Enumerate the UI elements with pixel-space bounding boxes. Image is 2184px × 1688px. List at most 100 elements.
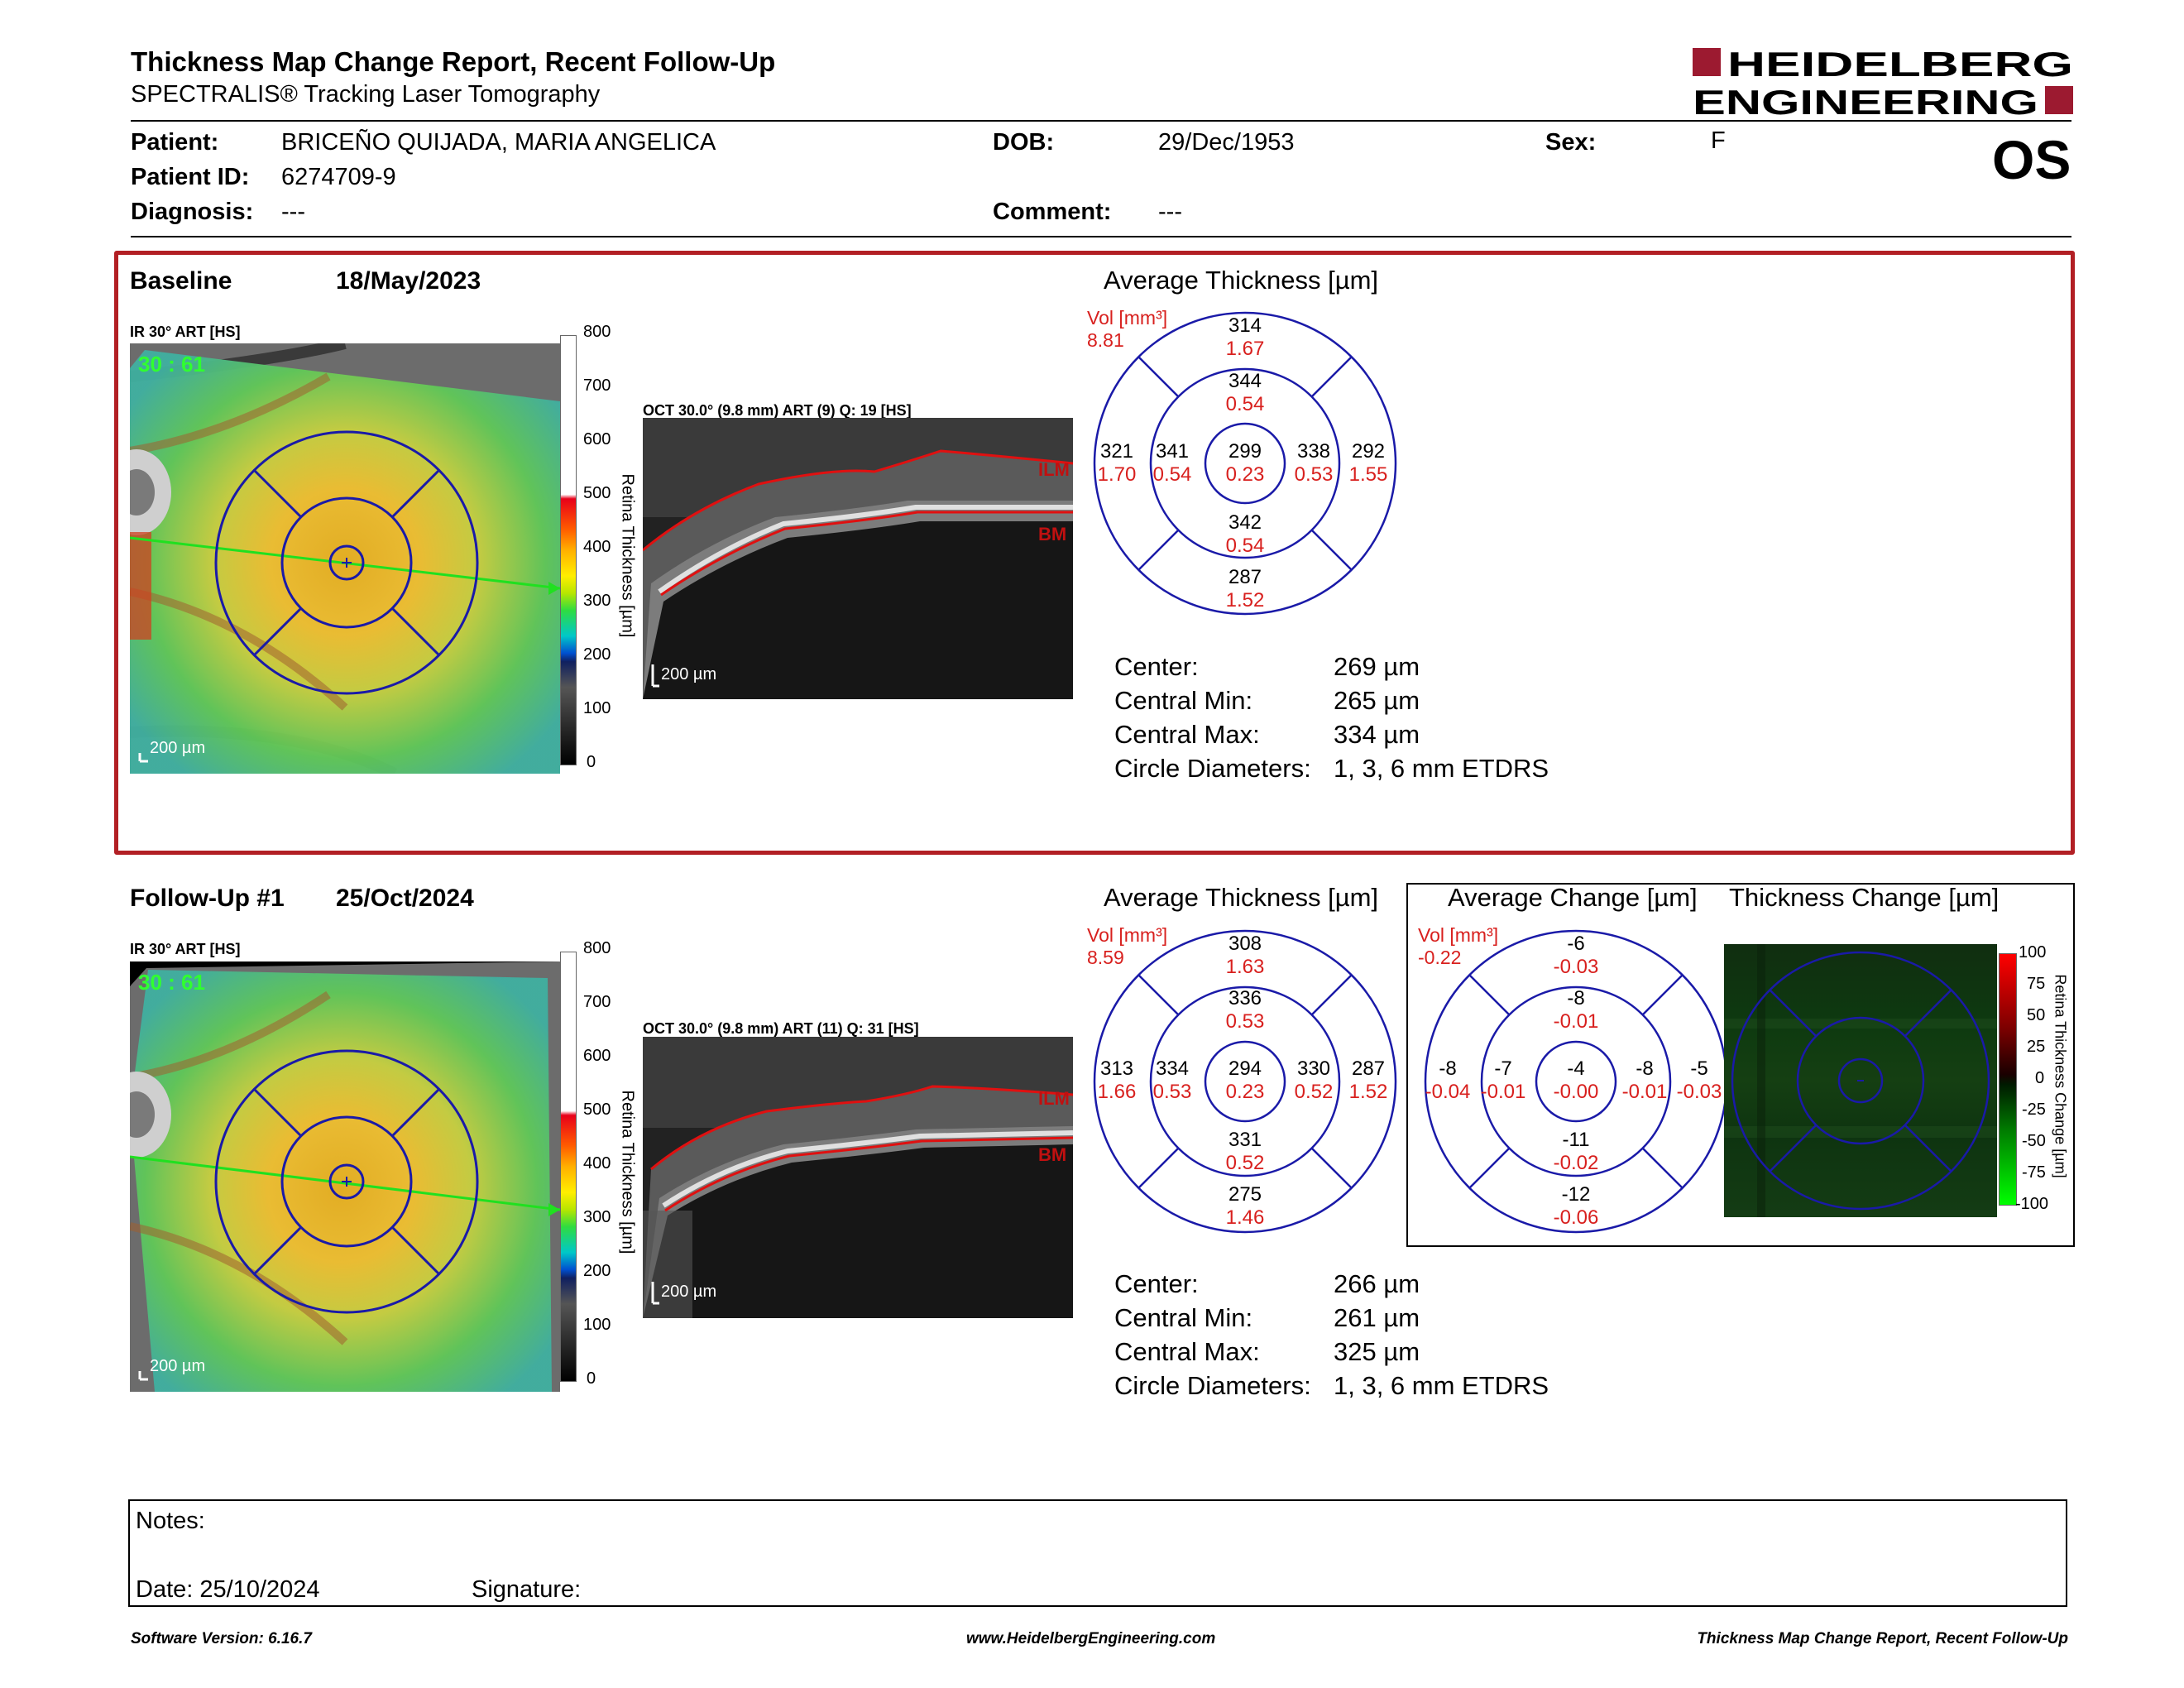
change-sector-outer-bottom: -12 -0.06 [1539, 1183, 1613, 1230]
baseline-sector-inner-left: 341 0.54 [1139, 440, 1205, 487]
volume-value: 0.23 [1225, 1081, 1265, 1103]
baseline-colorbar-title: Retina Thickness [µm] [618, 473, 637, 638]
thickness-value: 331 [1228, 1129, 1262, 1151]
followup-sector-inner-left: 334 0.53 [1139, 1057, 1205, 1104]
baseline-vol-block: Vol [mm³] 8.81 [1087, 307, 1167, 352]
baseline-oct-scale: 200 µm [661, 665, 716, 683]
change-vol-block: Vol [mm³] -0.22 [1418, 924, 1498, 969]
followup-etdrs-grid [1093, 929, 1397, 1234]
thickness-value: 321 [1099, 440, 1134, 463]
followup-oct-scan: ILM BM 200 µm [643, 1037, 1073, 1318]
followup-ir-label: IR 30° ART [HS] [130, 941, 241, 957]
thickness-value: 341 [1155, 440, 1190, 463]
baseline-sector-inner-top: 344 0.54 [1208, 370, 1282, 416]
tick: 0 [587, 753, 596, 771]
tick: -100 [2015, 1195, 2049, 1213]
change-panel [1406, 883, 2075, 1247]
tick: 700 [583, 376, 611, 395]
baseline-etdrs-grid [1093, 311, 1397, 616]
baseline-colorbar-ticks: 800 700 600 500 400 300 200 100 0 [583, 323, 616, 771]
volume-value: 1.52 [1225, 589, 1265, 611]
report-subtitle: SPECTRALIS® Tracking Laser Tomography [131, 81, 601, 108]
change-colorbar [1999, 953, 2017, 1206]
followup-sector-outer-right: 287 1.52 [1335, 1057, 1401, 1104]
sex-label: Sex: [1545, 129, 1597, 156]
followup-ilm-label: ILM [1038, 1088, 1070, 1109]
notes-box[interactable] [128, 1499, 2067, 1607]
tick: 200 [583, 1262, 611, 1280]
followup-fundus-map: 30 : 61 200 µm [130, 961, 560, 1392]
tick: 0 [587, 1369, 596, 1388]
thickness-value: 334 [1155, 1057, 1190, 1080]
baseline-vol-value: 8.81 [1087, 329, 1124, 351]
thickness-value: 314 [1228, 314, 1262, 337]
stat-label: Central Min: [1114, 686, 1253, 715]
volume-value: 0.52 [1225, 1152, 1265, 1174]
change-sector-outer-left: -8 -0.04 [1413, 1057, 1482, 1104]
followup-oct-scale: 200 µm [661, 1283, 716, 1301]
report-title: Thickness Map Change Report, Recent Foll… [131, 46, 776, 77]
thickness-value: -12 [1561, 1183, 1591, 1206]
stat-value: 261 µm [1334, 1303, 1420, 1332]
stat-label: Circle Diameters: [1114, 1371, 1311, 1400]
heidelberg-logo: HEIDELBERG ENGINEERING [1693, 45, 2073, 119]
volume-value: 0.53 [1152, 1081, 1192, 1103]
volume-value: 0.53 [1294, 463, 1334, 486]
footer-software-version: Software Version: 6.16.7 [131, 1630, 312, 1647]
volume-value: -0.03 [1676, 1081, 1722, 1103]
thickness-value: -8 [1439, 1057, 1457, 1080]
comment-label: Comment: [993, 199, 1112, 225]
change-colorbar-ticks: 100 75 50 25 0 -25 -50 -75 -100 [2015, 943, 2065, 1216]
baseline-oct-scan: ILM BM 200 µm [643, 418, 1073, 699]
baseline-bm-label: BM [1038, 524, 1066, 544]
followup-stats-values: 266 µm 261 µm 325 µm 1, 3, 6 mm ETDRS [1334, 1267, 1549, 1403]
tick: 700 [583, 993, 611, 1011]
baseline-sector-inner-right: 338 0.53 [1281, 440, 1347, 487]
baseline-fundus-map: 30 : 61 200 µm [130, 343, 560, 774]
followup-avg-title: Average Thickness [µm] [1104, 883, 1379, 912]
diagnosis-value: --- [281, 199, 305, 225]
tick: 400 [583, 1154, 611, 1172]
tick: 600 [583, 1047, 611, 1065]
followup-sector-outer-bottom: 275 1.46 [1208, 1183, 1282, 1230]
volume-value: 1.67 [1225, 338, 1265, 360]
followup-thickness-colorbar [560, 952, 577, 1382]
tick: 75 [2027, 975, 2046, 993]
volume-value: 1.63 [1225, 956, 1265, 978]
stat-value: 1, 3, 6 mm ETDRS [1334, 754, 1549, 783]
baseline-fundus-scale: 200 µm [150, 739, 205, 757]
volume-value: 0.54 [1225, 535, 1265, 557]
thickness-value: -11 [1562, 1129, 1590, 1151]
followup-fundus-scale: 200 µm [150, 1357, 205, 1375]
baseline-fundus-tag: 30 : 61 [138, 352, 205, 376]
volume-value: 1.66 [1097, 1081, 1137, 1103]
followup-sector-inner-top: 336 0.53 [1208, 987, 1282, 1033]
stat-value: 325 µm [1334, 1337, 1420, 1366]
volume-value: -0.01 [1621, 1081, 1668, 1103]
patient-id-label: Patient ID: [131, 164, 250, 190]
baseline-sector-outer-right: 292 1.55 [1335, 440, 1401, 487]
tick: -25 [2022, 1101, 2046, 1119]
stat-label: Center: [1114, 1269, 1199, 1298]
change-colorbar-title: Retina Thickness Change [µm] [2052, 974, 2069, 1178]
volume-value: -0.02 [1553, 1152, 1599, 1174]
thickness-value: -8 [1567, 987, 1585, 1009]
stat-value: 265 µm [1334, 686, 1420, 715]
notes-date: Date: 25/10/2024 [136, 1576, 320, 1603]
change-sector-outer-right: -5 -0.03 [1664, 1057, 1734, 1104]
thickness-value: -4 [1567, 1057, 1585, 1080]
volume-value: 1.46 [1225, 1206, 1265, 1229]
logo-line2: ENGINEERING [1693, 83, 2038, 119]
baseline-ir-label: IR 30° ART [HS] [130, 324, 241, 340]
tick: 500 [583, 484, 611, 502]
tick: 500 [583, 1101, 611, 1119]
tick: 100 [583, 1316, 611, 1334]
patient-name: BRICEÑO QUIJADA, MARIA ANGELICA [281, 129, 716, 156]
baseline-thickness-colorbar [560, 335, 577, 765]
volume-value: 1.55 [1348, 463, 1388, 486]
followup-sector-outer-top: 308 1.63 [1208, 933, 1282, 979]
thickness-value: -7 [1494, 1057, 1512, 1080]
baseline-avg-title: Average Thickness [µm] [1104, 266, 1379, 295]
baseline-sector-inner-bottom: 342 0.54 [1208, 511, 1282, 558]
footer-report-name: Thickness Map Change Report, Recent Foll… [1697, 1630, 2068, 1647]
